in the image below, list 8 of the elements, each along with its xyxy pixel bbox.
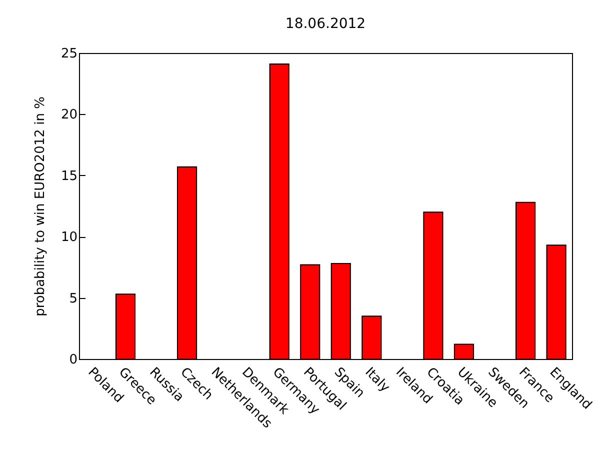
y-tick-label: 0 xyxy=(69,352,78,368)
y-tick-label: 15 xyxy=(60,168,78,184)
y-tick-label: 10 xyxy=(60,230,78,246)
chart-title: 18.06.2012 xyxy=(285,16,366,32)
y-axis-title: probability to win EURO2012 in % xyxy=(32,96,48,316)
y-tick-label: 5 xyxy=(69,291,78,306)
y-tick-label: 25 xyxy=(60,46,78,62)
y-tick-label: 20 xyxy=(60,108,78,123)
